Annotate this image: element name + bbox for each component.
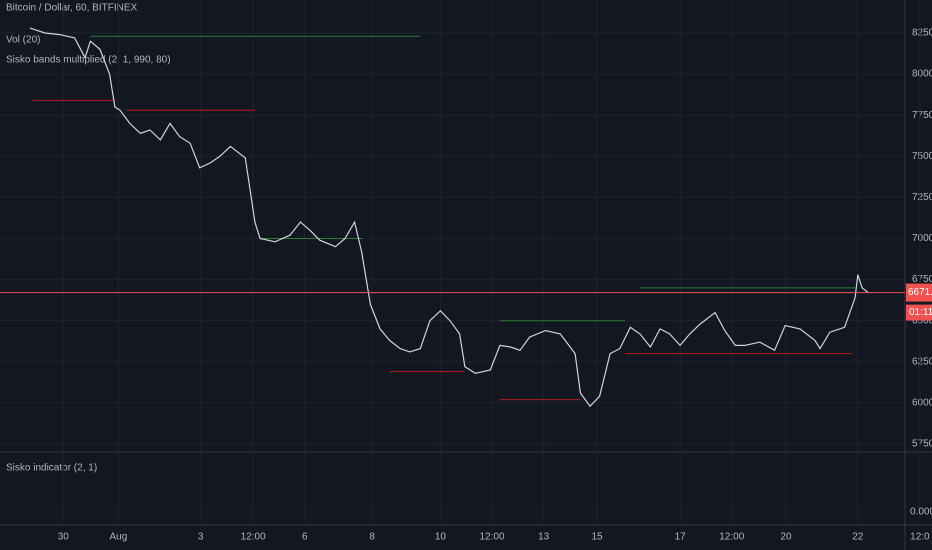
y-tick-label: 6000.0 — [912, 398, 932, 409]
x-tick-label: 12:00 — [479, 532, 504, 543]
x-tick-label: 17 — [675, 532, 687, 543]
x-tick-label: 30 — [58, 532, 70, 543]
y-tick-label: 6250.0 — [912, 356, 932, 367]
subpane-tick-label: 0.0000 — [910, 507, 932, 518]
y-tick-label: 7750.0 — [912, 110, 932, 121]
price-line — [29, 27, 869, 408]
x-tick-label: 13 — [538, 532, 550, 543]
y-tick-label: 7000.0 — [912, 233, 932, 244]
countdown-label: 01:11 — [909, 307, 932, 318]
last-price-box — [906, 283, 932, 302]
y-tick-label: 7500.0 — [912, 151, 932, 162]
x-tick-label: 10 — [435, 532, 447, 543]
y-tick-label: 6500.0 — [912, 315, 932, 326]
x-tick-label: Aug — [109, 532, 127, 543]
x-tick-label: 12:00 — [241, 532, 266, 543]
indicator-label: Vol (20) — [6, 35, 40, 46]
x-tick-label: 6 — [302, 532, 308, 543]
x-tick-label: 20 — [780, 532, 792, 543]
x-tick-label: 12:00 — [719, 532, 744, 543]
last-price-label: 6671.0 — [908, 287, 932, 298]
countdown-box — [906, 304, 932, 321]
subpane-title: Sisko indicator (2, 1) — [6, 463, 97, 474]
y-tick-label: 8250.0 — [912, 28, 932, 39]
x-tick-label: 3 — [198, 532, 204, 543]
y-tick-label: 8000.0 — [912, 69, 932, 80]
x-tick-label: 12:0 — [910, 532, 930, 543]
x-tick-label: 22 — [852, 532, 864, 543]
x-tick-label: 15 — [591, 532, 603, 543]
y-tick-label: 7250.0 — [912, 192, 932, 203]
x-tick-label: 8 — [369, 532, 375, 543]
indicator-label: Sisko bands multiplied (2, 1, 990, 80) — [6, 55, 171, 66]
chart-title: Bitcoin / Dollar, 60, BITFINEX — [6, 3, 137, 14]
y-tick-label: 6750.0 — [912, 274, 932, 285]
y-tick-label: 5750.0 — [912, 439, 932, 450]
